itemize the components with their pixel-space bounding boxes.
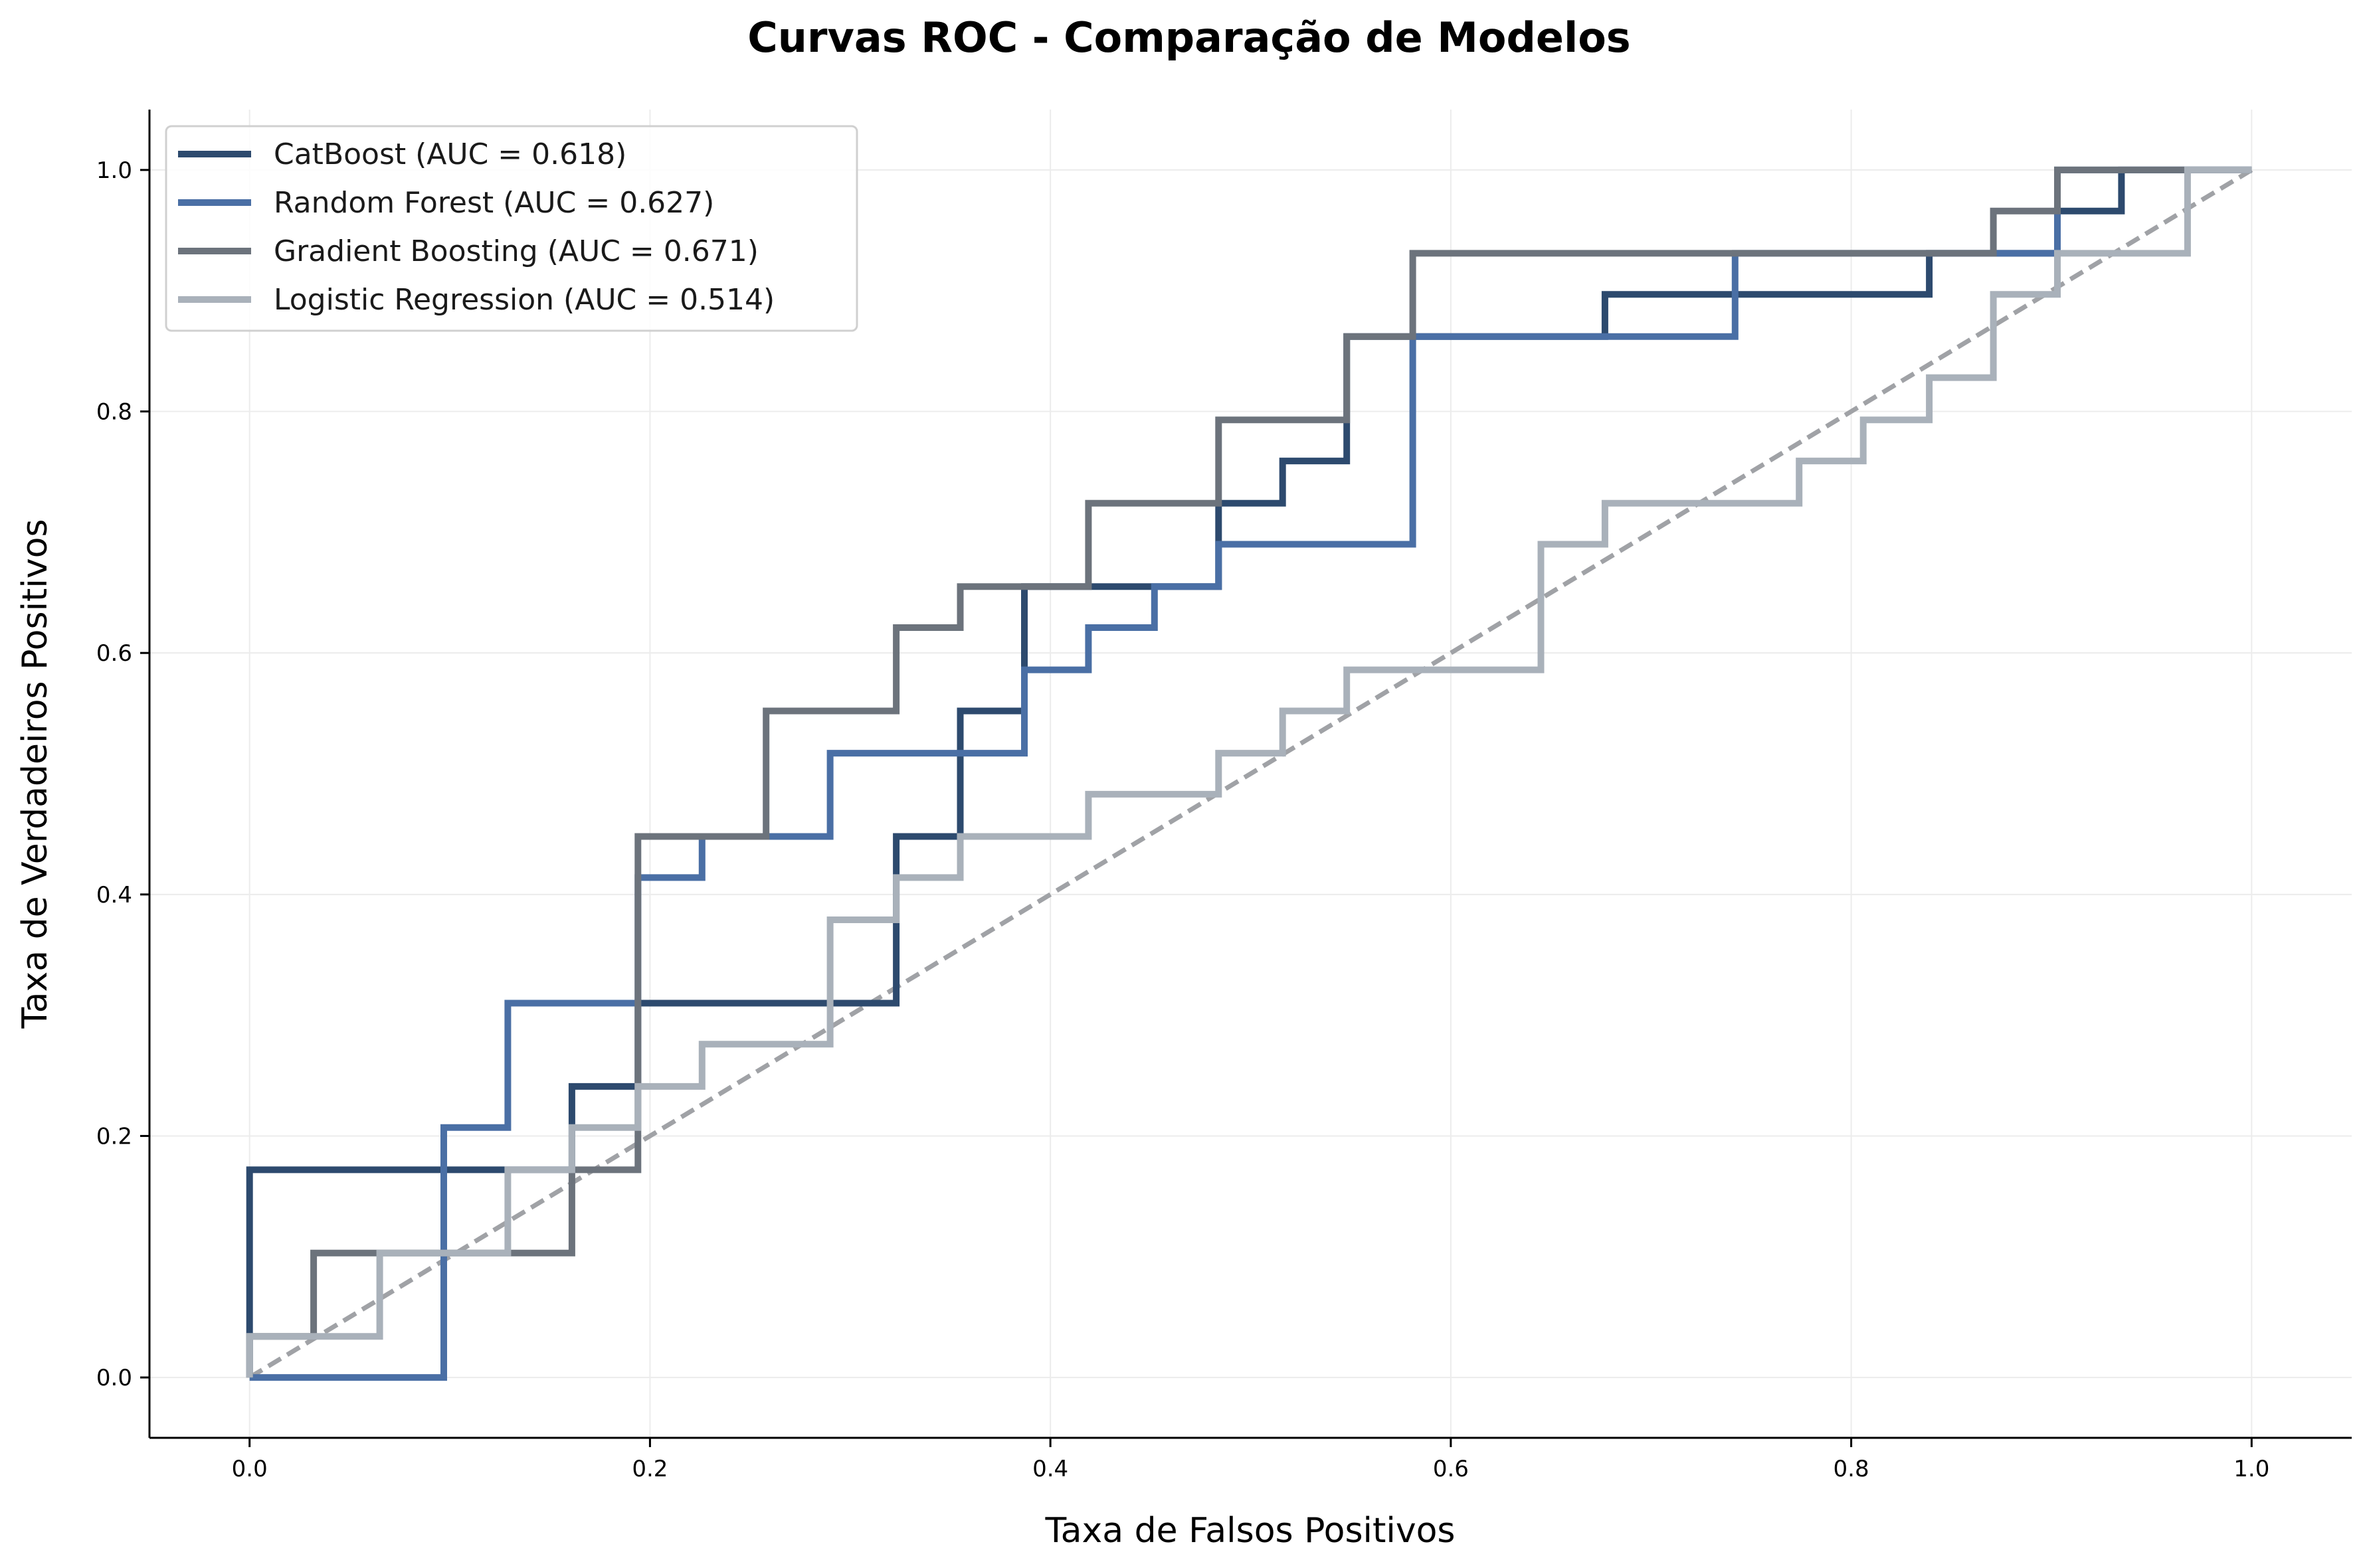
axes-spines <box>148 110 2352 1439</box>
legend-entries: CatBoost (AUC = 0.618) Random Forest (AUC… <box>178 137 775 317</box>
legend-label-3: Logistic Regression (AUC = 0.514) <box>274 283 775 317</box>
x-axis-ticks: 0.0 0.2 0.4 0.6 0.8 1.0 <box>232 1438 2269 1482</box>
x-tick-label-4: 0.8 <box>1834 1456 1869 1482</box>
y-tick-label-1: 0.2 <box>96 1123 132 1150</box>
roc-series <box>246 166 2252 1381</box>
x-tick-label-1: 0.2 <box>632 1456 668 1482</box>
legend-label-1: Random Forest (AUC = 0.627) <box>274 186 714 220</box>
legend-label-0: CatBoost (AUC = 0.618) <box>274 137 626 171</box>
x-tick-label-2: 0.4 <box>1032 1456 1068 1482</box>
legend: CatBoost (AUC = 0.618) Random Forest (AUC… <box>165 125 858 332</box>
y-tick-label-3: 0.6 <box>96 640 132 667</box>
legend-label-2: Gradient Boosting (AUC = 0.671) <box>274 234 759 268</box>
y-axis-ticks: 0.0 0.2 0.4 0.6 0.8 1.0 <box>96 157 149 1391</box>
x-axis-label: Taxa de Falsos Positivos <box>1044 1511 1455 1551</box>
series-line-2 <box>246 166 2252 1378</box>
x-tick-label-0: 0.0 <box>232 1456 268 1482</box>
y-tick-label-2: 0.4 <box>96 882 132 909</box>
grid-lines <box>149 110 2352 1438</box>
y-tick-label-0: 0.0 <box>96 1365 132 1391</box>
y-tick-label-5: 1.0 <box>96 157 132 184</box>
random-classifier-diagonal <box>248 167 2253 1380</box>
series-line-1 <box>249 166 2252 1381</box>
series-line-3 <box>246 166 2252 1378</box>
x-tick-label-3: 0.6 <box>1433 1456 1469 1482</box>
legend-box <box>165 125 858 332</box>
y-axis-label: Taxa de Verdadeiros Positivos <box>15 519 55 1029</box>
y-tick-label-4: 0.8 <box>96 399 132 426</box>
x-tick-label-5: 1.0 <box>2233 1456 2269 1482</box>
chart-title: Curvas ROC - Comparação de Modelos <box>747 13 1630 62</box>
